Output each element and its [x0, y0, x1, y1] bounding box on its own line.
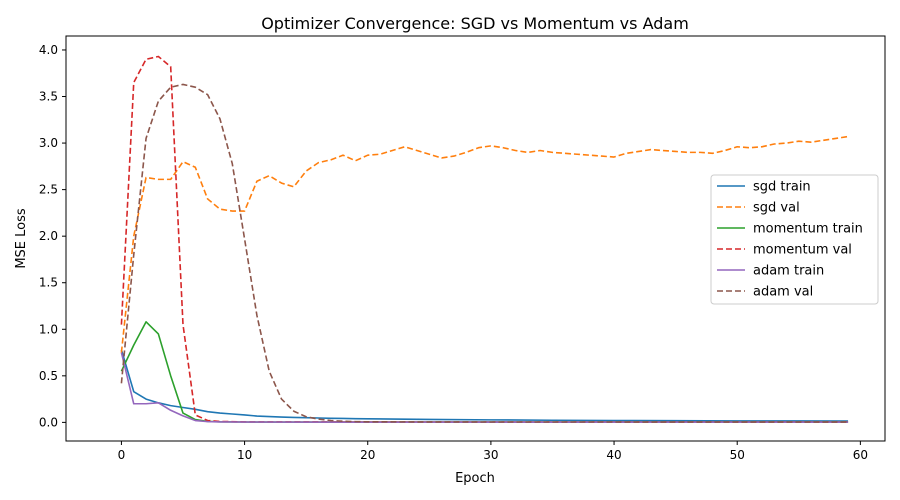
y-tick-label: 3.0 — [39, 136, 58, 150]
legend-label: sgd train — [753, 180, 811, 195]
legend-label: adam val — [753, 285, 813, 300]
x-tick-label: 50 — [730, 448, 745, 462]
series-line-momentum-train — [120, 321, 849, 423]
y-tick-label: 1.5 — [39, 276, 58, 290]
x-tick-label: 10 — [237, 448, 252, 462]
series-line-momentum-val — [120, 55, 849, 423]
x-tick-label: 20 — [360, 448, 375, 462]
chart-title: Optimizer Convergence: SGD vs Momentum v… — [261, 14, 689, 33]
series-line-adam-train — [120, 352, 849, 423]
legend-label: adam train — [753, 264, 824, 279]
y-tick-label: 4.0 — [39, 43, 58, 57]
series-line-sgd-val — [120, 135, 849, 353]
x-tick-label: 0 — [118, 448, 126, 462]
x-axis: 0 10 20 30 40 50 60 — [118, 441, 868, 462]
plot-series — [120, 55, 849, 423]
legend-label: momentum train — [753, 222, 863, 237]
y-tick-label: 0.0 — [39, 415, 58, 429]
y-axis-label: MSE Loss — [14, 208, 29, 269]
y-tick-label: 1.0 — [39, 322, 58, 336]
legend-label: momentum val — [753, 243, 852, 258]
y-tick-label: 2.0 — [39, 229, 58, 243]
plot-frame — [65, 35, 886, 442]
series-line-sgd-train — [120, 349, 849, 422]
legend: sgd train sgd val momentum train momentum v… — [710, 174, 879, 305]
y-axis: 0.0 0.5 1.0 1.5 2.0 2.5 3.0 3.5 4.0 — [39, 43, 66, 429]
series-line-adam-val — [120, 83, 849, 423]
legend-box — [710, 174, 879, 305]
y-tick-label: 2.5 — [39, 183, 58, 197]
y-tick-label: 3.5 — [39, 90, 58, 104]
x-axis-label: Epoch — [455, 471, 495, 486]
y-tick-label: 0.5 — [39, 369, 58, 383]
legend-label: sgd val — [753, 201, 800, 216]
x-tick-label: 60 — [853, 448, 868, 462]
x-tick-label: 40 — [606, 448, 621, 462]
x-tick-label: 30 — [483, 448, 498, 462]
